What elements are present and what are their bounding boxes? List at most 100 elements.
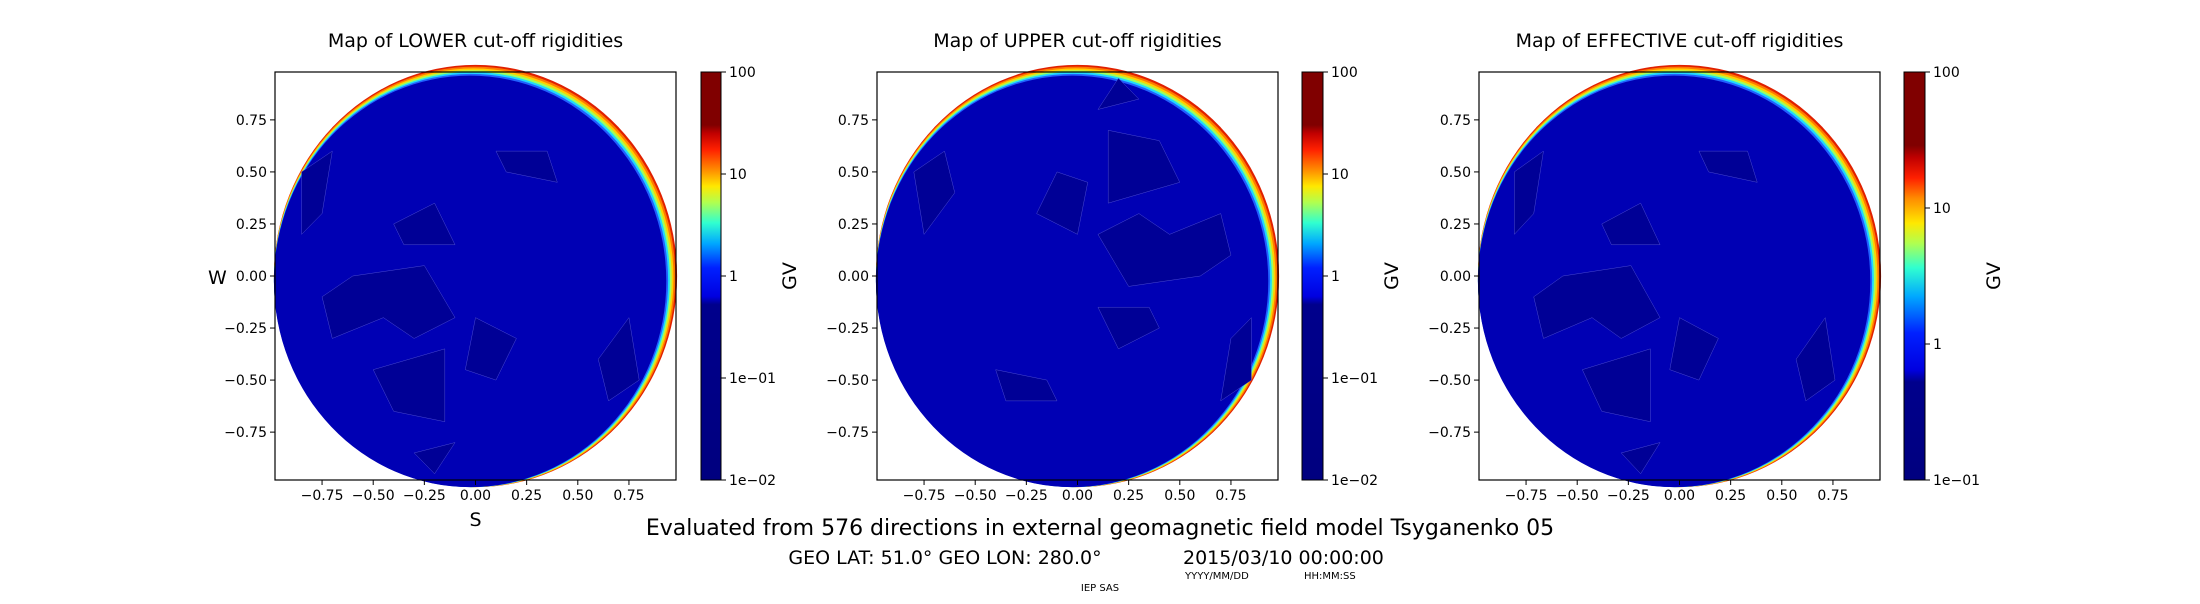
colorbar-label: GV [1983, 262, 2005, 290]
y-tick-label: −0.75 [224, 425, 267, 441]
low-contour-patch [913, 150, 956, 235]
y-tick-label: −0.50 [1428, 373, 1471, 389]
panel-2: Map of UPPER cut-off rigidities −0.75 −0.5… [826, 30, 1403, 504]
low-contour-patch [321, 265, 456, 339]
datetime-text: 2015/03/10 00:00:00 [1183, 547, 1384, 569]
x-tick-label: 0.25 [1113, 488, 1144, 504]
low-contour-patch [1220, 317, 1252, 402]
colorbar [1301, 71, 1324, 481]
y-tick-label: −0.25 [1428, 321, 1471, 337]
credit-label: IEP SAS [1081, 583, 1119, 594]
field-contour [1477, 75, 1871, 488]
x-tick-label: 0.50 [1164, 488, 1195, 504]
x-tick-label: −0.25 [403, 488, 446, 504]
x-tick-label: 0.75 [1817, 488, 1848, 504]
x-tick-label: 0.00 [1664, 488, 1695, 504]
y-tick-label: 0.25 [838, 217, 869, 233]
low-contour-patch [1514, 150, 1544, 236]
plot-title: Map of UPPER cut-off rigidities [933, 30, 1222, 52]
colorbar-tick-label: 1 [1933, 337, 1942, 353]
low-contour-patch [1097, 213, 1232, 287]
x-tick-label: 0.25 [1715, 488, 1746, 504]
y-tick-label: 0.50 [1440, 165, 1471, 181]
colorbar-tick-label: 1e−02 [729, 473, 776, 489]
x-tick-label: 0.50 [562, 488, 593, 504]
y-tick-label: 0.00 [236, 269, 267, 285]
low-contour-patch [301, 150, 333, 235]
panel-1: Map of LOWER cut-off rigidities −0.75 −0.5… [208, 30, 801, 531]
colorbar-tick-label: 100 [1331, 65, 1358, 81]
low-contour-patch [597, 317, 640, 402]
field-contour [875, 75, 1269, 488]
x-tick-label: −0.75 [1505, 488, 1548, 504]
low-contour-patch [1097, 77, 1140, 110]
y-tick-label: 0.00 [838, 269, 869, 285]
panel-3: Map of EFFECTIVE cut-off rigidities −0.75… [1428, 30, 2005, 504]
y-tick-label: 0.00 [1440, 269, 1471, 285]
low-contour-patch [495, 150, 558, 183]
colorbar-tick-label: 1e−01 [729, 371, 776, 387]
x-tick-label: 0.75 [1215, 488, 1246, 504]
x-tick-label: 0.75 [613, 488, 644, 504]
x-tick-label: 0.00 [1062, 488, 1093, 504]
low-contour-patch [1107, 129, 1181, 204]
low-contour-patch [1795, 316, 1836, 402]
colorbar-label: GV [779, 262, 801, 290]
x-tick-label: 0.50 [1766, 488, 1797, 504]
x-tick-label: 0.00 [460, 488, 491, 504]
colorbar [1903, 71, 1926, 481]
y-tick-label: 0.75 [1440, 113, 1471, 129]
colorbar-tick-label: 10 [1933, 201, 1951, 217]
colorbar-tick-label: 1e−01 [1331, 371, 1378, 387]
time-format-label: HH:MM:SS [1304, 571, 1356, 582]
low-contour-patch [393, 202, 456, 246]
low-contour-patch [1698, 150, 1758, 183]
x-tick-label: −0.50 [954, 488, 997, 504]
plot-title: Map of EFFECTIVE cut-off rigidities [1516, 30, 1844, 52]
y-axis-label: W [208, 267, 227, 289]
low-contour-patch [413, 442, 456, 475]
y-tick-label: 0.25 [1440, 217, 1471, 233]
low-contour-patch [464, 317, 517, 381]
y-tick-label: −0.50 [826, 373, 869, 389]
colorbar-tick-label: 1 [729, 269, 738, 285]
y-tick-label: 0.50 [236, 165, 267, 181]
x-tick-label: −0.25 [1005, 488, 1048, 504]
low-contour-patch [1097, 306, 1160, 350]
y-tick-label: 0.75 [838, 113, 869, 129]
low-contour-patch [1036, 171, 1089, 235]
colorbar-tick-label: 100 [1933, 65, 1960, 81]
colorbar-label: GV [1381, 262, 1403, 290]
y-tick-label: −0.75 [1428, 425, 1471, 441]
x-tick-label: −0.50 [352, 488, 395, 504]
y-tick-label: −0.25 [826, 321, 869, 337]
colorbar-tick-label: 1e−01 [1933, 473, 1980, 489]
date-format-label: YYYY/MM/DD [1184, 571, 1249, 582]
colorbar [700, 71, 722, 481]
low-contour-patch [995, 369, 1058, 402]
x-tick-label: −0.75 [301, 488, 344, 504]
colorbar-tick-label: 10 [729, 167, 747, 183]
plot-title: Map of LOWER cut-off rigidities [328, 30, 623, 52]
colorbar-tick-label: 1 [1331, 269, 1340, 285]
x-tick-label: −0.75 [903, 488, 946, 504]
y-tick-label: 0.25 [236, 217, 267, 233]
field-contour [273, 75, 667, 488]
x-axis-label: S [469, 509, 481, 531]
colorbar-tick-label: 10 [1331, 167, 1349, 183]
low-contour-patch [1581, 348, 1651, 423]
x-tick-label: −0.50 [1556, 488, 1599, 504]
low-contour-patch [1620, 442, 1661, 475]
colorbar-tick-label: 1e−02 [1331, 473, 1378, 489]
x-tick-label: −0.25 [1607, 488, 1650, 504]
y-tick-label: −0.25 [224, 321, 267, 337]
y-tick-label: −0.50 [224, 373, 267, 389]
low-contour-patch [372, 348, 446, 423]
colorbar-tick-label: 100 [729, 65, 756, 81]
location-text: GEO LAT: 51.0° GEO LON: 280.0° [788, 547, 1101, 569]
low-contour-patch [1533, 265, 1661, 339]
y-tick-label: 0.75 [236, 113, 267, 129]
low-contour-patch [1669, 317, 1719, 381]
y-tick-label: −0.75 [826, 425, 869, 441]
